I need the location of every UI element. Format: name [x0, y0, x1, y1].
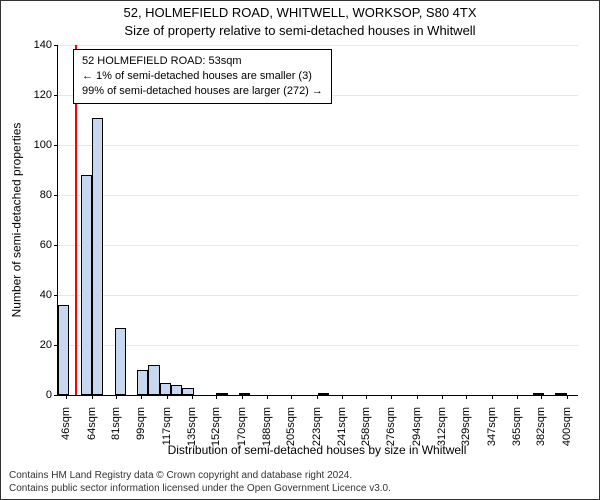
- xtick-mark: [267, 395, 268, 399]
- xtick-mark: [116, 395, 117, 399]
- gridline: [58, 245, 578, 246]
- xtick-label: 347sqm: [486, 407, 498, 446]
- xtick-mark: [192, 395, 193, 399]
- gridline: [58, 195, 578, 196]
- gridline: [58, 295, 578, 296]
- ytick-label: 140: [34, 39, 52, 51]
- histogram-bar: [115, 328, 126, 396]
- ytick-mark: [54, 245, 58, 246]
- y-axis-label: Number of semi-detached properties: [9, 45, 23, 395]
- ytick-label: 100: [34, 139, 52, 151]
- xtick-mark: [492, 395, 493, 399]
- xtick-label: 188sqm: [261, 407, 273, 446]
- xtick-label: 400sqm: [561, 407, 573, 446]
- info-line-1: 52 HOLMEFIELD ROAD: 53sqm: [82, 54, 323, 69]
- xtick-label: 170sqm: [236, 407, 248, 446]
- xtick-label: 81sqm: [110, 407, 122, 440]
- ytick-label: 40: [40, 289, 52, 301]
- ytick-mark: [54, 295, 58, 296]
- xtick-label: 276sqm: [385, 407, 397, 446]
- xtick-label: 223sqm: [311, 407, 323, 446]
- ytick-mark: [54, 45, 58, 46]
- xtick-label: 365sqm: [511, 407, 523, 446]
- histogram-bar: [137, 370, 148, 395]
- histogram-bar: [160, 383, 171, 396]
- ytick-label: 20: [40, 339, 52, 351]
- xtick-label: 382sqm: [535, 407, 547, 446]
- xtick-label: 152sqm: [210, 407, 222, 446]
- histogram-bar: [239, 393, 250, 396]
- xtick-label: 258sqm: [360, 407, 372, 446]
- xtick-mark: [167, 395, 168, 399]
- chart-container: 52, HOLMEFIELD ROAD, WHITWELL, WORKSOP, …: [0, 0, 600, 500]
- xtick-mark: [567, 395, 568, 399]
- xtick-mark: [466, 395, 467, 399]
- histogram-bar: [555, 393, 566, 396]
- xtick-label: 135sqm: [186, 407, 198, 446]
- xtick-mark: [417, 395, 418, 399]
- xtick-label: 241sqm: [336, 407, 348, 446]
- histogram-bar: [318, 393, 329, 396]
- footer-line-1: Contains HM Land Registry data © Crown c…: [9, 469, 391, 482]
- xtick-mark: [92, 395, 93, 399]
- xtick-mark: [342, 395, 343, 399]
- ytick-mark: [54, 195, 58, 196]
- xtick-mark: [66, 395, 67, 399]
- histogram-bar: [533, 393, 544, 396]
- footer-attribution: Contains HM Land Registry data © Crown c…: [9, 469, 391, 495]
- xtick-label: 64sqm: [86, 407, 98, 440]
- histogram-bar: [216, 393, 227, 396]
- x-axis-label: Distribution of semi-detached houses by …: [57, 443, 577, 457]
- ytick-mark: [54, 145, 58, 146]
- xtick-label: 99sqm: [135, 407, 147, 440]
- xtick-mark: [517, 395, 518, 399]
- ytick-mark: [54, 395, 58, 396]
- ytick-mark: [54, 95, 58, 96]
- histogram-bar: [92, 118, 103, 396]
- info-box: 52 HOLMEFIELD ROAD: 53sqm ← 1% of semi-d…: [73, 49, 332, 104]
- info-line-2: ← 1% of semi-detached houses are smaller…: [82, 69, 323, 84]
- xtick-mark: [291, 395, 292, 399]
- xtick-label: 329sqm: [460, 407, 472, 446]
- xtick-mark: [442, 395, 443, 399]
- xtick-mark: [391, 395, 392, 399]
- gridline: [58, 45, 578, 46]
- chart-subtitle: Size of property relative to semi-detach…: [1, 23, 599, 38]
- histogram-bar: [81, 175, 92, 395]
- xtick-label: 312sqm: [436, 407, 448, 446]
- histogram-bar: [148, 365, 159, 395]
- xtick-mark: [317, 395, 318, 399]
- xtick-mark: [141, 395, 142, 399]
- info-line-3: 99% of semi-detached houses are larger (…: [82, 84, 323, 99]
- ytick-label: 0: [46, 389, 52, 401]
- xtick-label: 117sqm: [161, 407, 173, 445]
- ytick-label: 60: [40, 239, 52, 251]
- xtick-mark: [541, 395, 542, 399]
- xtick-mark: [366, 395, 367, 399]
- xtick-label: 294sqm: [411, 407, 423, 446]
- xtick-label: 205sqm: [285, 407, 297, 446]
- xtick-label: 46sqm: [60, 407, 72, 440]
- ytick-label: 80: [40, 189, 52, 201]
- histogram-bar: [58, 305, 69, 395]
- gridline: [58, 145, 578, 146]
- histogram-bar: [171, 385, 182, 395]
- footer-line-2: Contains public sector information licen…: [9, 482, 391, 495]
- xtick-mark: [242, 395, 243, 399]
- gridline: [58, 345, 578, 346]
- chart-title: 52, HOLMEFIELD ROAD, WHITWELL, WORKSOP, …: [1, 5, 599, 20]
- xtick-mark: [216, 395, 217, 399]
- ytick-label: 120: [34, 89, 52, 101]
- histogram-bar: [182, 388, 193, 396]
